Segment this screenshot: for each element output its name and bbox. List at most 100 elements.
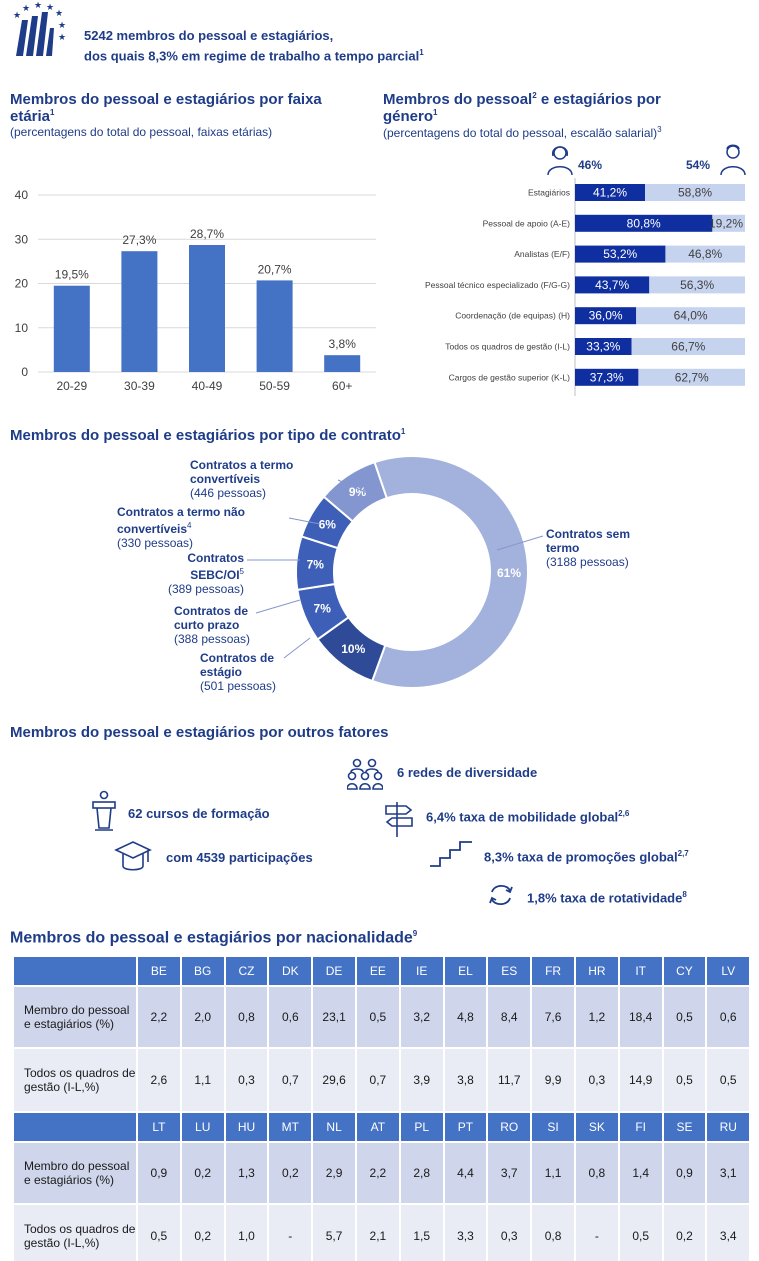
country-code-cell: PT [442,1111,489,1143]
gender-male-bar [665,245,745,263]
value-cell: 0,3 [486,1203,533,1261]
fact-mobility: 6,4% taxa de mobilidade global [426,809,619,825]
value-cell: 2,0 [179,985,226,1049]
gender-female-bar [575,214,713,232]
country-code-cell: SI [530,1111,576,1143]
other-title: Membros do pessoal e estagiários por out… [10,724,389,741]
value-cell: 0,7 [267,1047,314,1113]
value-cell: 0,7 [354,1047,401,1113]
country-code-cell: SK [573,1111,620,1143]
header-corner-cell [12,1111,138,1143]
age-ytick-label: 10 [15,321,29,335]
value-cell: 1,5 [398,1203,445,1261]
svg-text:★: ★ [46,2,54,12]
value-cell: 4,8 [442,985,489,1049]
label-short-term-l2: curto prazo [174,618,240,632]
header-line2: dos quais 8,3% em regime de trabalho a t… [84,48,420,64]
gender-category-label: Todos os quadros de gestão (I-L) [445,342,570,352]
label-permanent: Contratos sem termo (3188 pessoas) [546,527,630,569]
country-code-cell: RO [486,1111,533,1143]
age-data-label: 27,3% [122,233,156,247]
value-cell: 0,5 [617,1203,664,1261]
country-code-cell: ES [486,955,533,987]
value-cell: 3,7 [486,1141,533,1205]
age-title-sup: 1 [50,108,55,117]
value-cell: 0,5 [354,985,401,1049]
age-bar [189,245,225,372]
value-cell: 0,9 [661,1141,708,1205]
label-traineeship: Contratos de estágio (501 pessoas) [200,651,276,693]
age-title-b: etária [10,108,51,125]
gender-male-label: 66,7% [671,340,705,354]
gender-female-label: 41,2% [593,186,627,200]
country-code-cell: EL [442,955,489,987]
label-short-term: Contratos de curto prazo (388 pessoas) [174,604,250,646]
gender-female-bar [575,307,637,325]
label-permanent-l3: (3188 pessoas) [546,555,629,569]
label-sebc-l3: (389 pessoas) [167,582,244,596]
value-cell: 2,6 [136,1047,182,1113]
country-code-cell: LU [179,1111,226,1143]
age-category-label: 50-59 [259,379,290,393]
label-sebc: Contratos SEBC/OI5 (389 pessoas) [158,551,244,596]
nationality-data-row: Todos os quadros de gestão (I-L,%) 0,5 0,2… [12,1203,752,1261]
gender-male-label: 62,7% [675,370,709,384]
value-cell: 1,1 [530,1141,576,1205]
age-bar [324,355,361,372]
label-sebc-l1: Contratos [187,551,244,565]
value-cell: 1,0 [223,1203,270,1261]
value-cell: 1,1 [179,1047,226,1113]
label-non-convertible-l3: (330 pessoas) [117,536,194,550]
gender-title-a: Membros do pessoal [383,91,533,108]
age-bar [53,285,90,372]
label-sebc-sup: 5 [239,567,244,576]
value-cell: 23,1 [311,985,357,1049]
male-pct: 54% [686,158,711,172]
donut-leader-line [283,637,311,659]
age-category-label: 60+ [332,379,352,393]
value-cell: - [267,1203,314,1261]
gender-category-label: Pessoal de apoio (A-E) [483,218,571,228]
country-code-cell: CY [661,955,708,987]
contract-title-sup: 1 [400,427,406,436]
fact-participants: com 4539 participações [166,850,313,865]
country-code-cell: HU [223,1111,270,1143]
donut-slice-label: 6% [319,518,337,532]
svg-text:★: ★ [58,32,66,42]
gender-subtitle-sup: 3 [657,125,662,134]
nationality-title: Membros do pessoal e estagiários por nac… [10,929,413,947]
value-cell: 1,2 [573,985,620,1049]
country-code-cell: IT [617,955,664,987]
gender-female-label: 37,3% [590,370,624,384]
donut-leader-line [496,535,544,551]
gender-male-label: 46,8% [688,247,722,261]
label-traineeship-l2: estágio [200,665,243,679]
label-convertible-l2: convertíveis [190,472,261,486]
label-short-term-l3: (388 pessoas) [174,632,251,646]
fact-networks: 6 redes de diversidade [397,765,538,780]
svg-text:★: ★ [22,3,30,13]
label-traineeship-l1: Contratos de [200,651,275,665]
value-cell: - [573,1203,620,1261]
male-person-icon [720,144,746,176]
age-category-label: 30-39 [124,379,155,393]
country-code-cell: SE [661,1111,708,1143]
country-code-cell: EE [354,955,401,987]
value-cell: 0,6 [267,985,314,1049]
label-convertible-l1: Contratos a termo [190,458,294,472]
gender-category-label: Pessoal técnico especializado (F/G-G) [425,280,570,290]
label-convertible: Contratos a termo convertíveis (446 pess… [190,458,293,500]
gender-subtitle: (percentagens do total do pessoal, escal… [383,126,658,140]
value-cell: 2,2 [354,1141,401,1205]
stairs-icon [430,841,472,867]
donut-leader-line [255,599,301,614]
value-cell: 1,4 [617,1141,664,1205]
age-bar [256,280,293,372]
gender-male-bar [636,307,745,325]
age-title-a: Membros do pessoal e estagiários por fai… [10,91,322,108]
donut-slice-label: 7% [307,557,325,571]
gender-female-label: 43,7% [595,278,629,292]
age-ytick-label: 0 [21,365,28,379]
gender-female-label: 80,8% [627,216,661,230]
gender-male-label: 19,2% [709,216,743,230]
